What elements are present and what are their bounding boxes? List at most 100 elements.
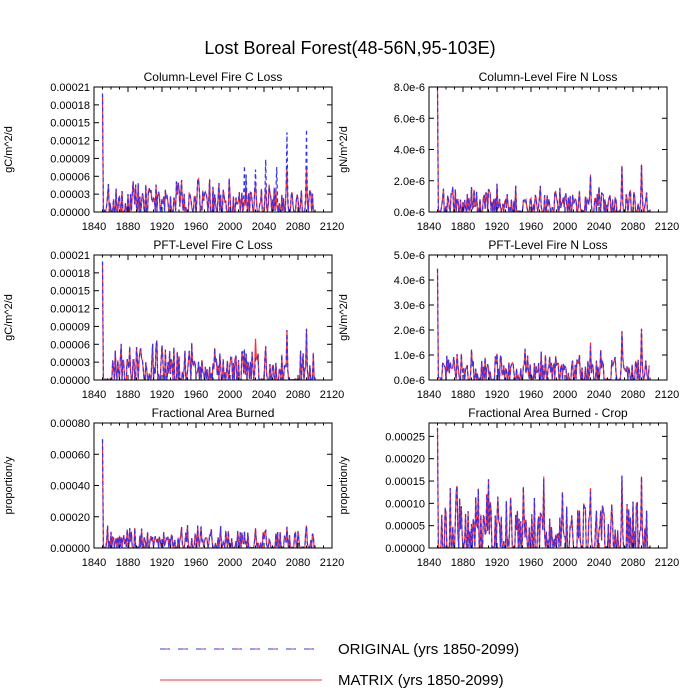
y-tick-label: 4.0e-6 [394, 275, 425, 287]
panel-title: Fractional Area Burned [152, 406, 275, 420]
chart-panel-2: 1840 1880 1920 1960 2000 2040 2080 2120 0.0e-6 2.… [338, 70, 679, 233]
y-tick-label: 0.00010 [385, 498, 425, 510]
legend-matrix-label: MATRIX (yrs 1850-2099) [338, 672, 504, 689]
series-matrix-line [436, 427, 650, 548]
x-tick-label: 1960 [519, 557, 543, 569]
x-tick-label: 1920 [485, 557, 509, 569]
legend-original-label: ORIGINAL (yrs 1850-2099) [338, 641, 519, 658]
x-tick-label: 1920 [150, 389, 174, 401]
x-tick-label: 1840 [82, 557, 106, 569]
panel-title: Column-Level Fire N Loss [479, 70, 618, 84]
y-tick-label: 0.00009 [50, 153, 90, 165]
x-tick-label: 1960 [519, 221, 543, 233]
x-tick-label: 2080 [286, 557, 310, 569]
x-tick-label: 2040 [587, 221, 611, 233]
y-tick-label: 5.0e-6 [394, 250, 425, 262]
x-tick-label: 2120 [655, 221, 679, 233]
x-tick-label: 2120 [655, 389, 679, 401]
x-tick-label: 1880 [451, 389, 475, 401]
y-tick-label: 0.0e-6 [394, 207, 425, 219]
chart-panel-4: 1840 1880 1920 1960 2000 2040 2080 2120 0.0e-6 1.… [338, 238, 679, 401]
y-tick-label: 8.0e-6 [394, 82, 425, 94]
y-tick-label: 0.00000 [385, 543, 425, 555]
series-original-line [101, 439, 315, 548]
y-tick-label: 1.0e-6 [394, 350, 425, 362]
x-tick-label: 2000 [553, 557, 577, 569]
x-tick-label: 2040 [252, 557, 276, 569]
panel-title: PFT-Level Fire C Loss [153, 238, 272, 252]
y-tick-label: 0.00018 [50, 268, 90, 280]
x-tick-label: 1960 [184, 557, 208, 569]
y-tick-label: 0.00009 [50, 321, 90, 333]
chart-panel-6: 1840 1880 1920 1960 2000 2040 2080 2120 0.00000 0… [338, 406, 679, 569]
x-tick-label: 1880 [451, 221, 475, 233]
x-tick-label: 2000 [218, 221, 242, 233]
y-tick-label: 0.00021 [50, 250, 90, 262]
x-tick-label: 2080 [621, 221, 645, 233]
x-tick-label: 2040 [252, 221, 276, 233]
x-tick-label: 2040 [587, 389, 611, 401]
x-tick-label: 1920 [485, 389, 509, 401]
x-tick-label: 1840 [82, 221, 106, 233]
y-tick-label: 0.00000 [50, 207, 90, 219]
x-tick-label: 2040 [252, 389, 276, 401]
series-original-line [101, 93, 315, 212]
x-tick-label: 2120 [655, 557, 679, 569]
x-tick-label: 2120 [320, 557, 344, 569]
y-tick-label: 6.0e-6 [394, 113, 425, 125]
y-tick-label: 0.00040 [50, 481, 90, 493]
x-tick-label: 2040 [587, 557, 611, 569]
x-tick-label: 1880 [116, 221, 140, 233]
panel-title: Fractional Area Burned - Crop [468, 406, 628, 420]
x-tick-label: 1960 [519, 389, 543, 401]
y-tick-label: 0.00012 [50, 136, 90, 148]
y-axis-label: gN/m^2/d [338, 126, 350, 173]
plot-frame [428, 86, 668, 213]
series-matrix-line [101, 93, 315, 212]
x-tick-label: 2080 [286, 221, 310, 233]
y-axis-label: proportion/y [3, 456, 15, 515]
x-tick-label: 1840 [417, 389, 441, 401]
x-tick-label: 2080 [621, 389, 645, 401]
y-tick-label: 0.00060 [50, 449, 90, 461]
chart-panel-5: 1840 1880 1920 1960 2000 2040 2080 2120 0.00000 0… [3, 406, 344, 569]
y-tick-label: 0.00020 [50, 512, 90, 524]
y-axis-label: gN/m^2/d [338, 294, 350, 341]
x-tick-label: 1840 [417, 221, 441, 233]
y-tick-label: 0.00006 [50, 171, 90, 183]
x-tick-label: 2120 [320, 221, 344, 233]
x-tick-label: 1920 [150, 221, 174, 233]
series-original-line [436, 268, 650, 380]
y-axis-label: gC/m^2/d [3, 294, 15, 341]
y-axis-label: gC/m^2/d [3, 126, 15, 173]
x-tick-label: 2000 [553, 389, 577, 401]
y-tick-label: 0.00012 [50, 304, 90, 316]
x-tick-label: 1960 [184, 389, 208, 401]
y-tick-label: 0.00015 [385, 476, 425, 488]
x-tick-label: 1920 [150, 557, 174, 569]
x-tick-label: 1880 [116, 557, 140, 569]
y-tick-label: 4.0e-6 [394, 145, 425, 157]
y-tick-label: 3.0e-6 [394, 300, 425, 312]
x-tick-label: 1840 [82, 389, 106, 401]
y-tick-label: 0.00025 [385, 431, 425, 443]
x-tick-label: 1840 [417, 557, 441, 569]
plot-frame [428, 254, 668, 381]
x-tick-label: 2000 [553, 221, 577, 233]
y-tick-label: 0.00000 [50, 543, 90, 555]
y-tick-label: 0.00018 [50, 100, 90, 112]
series-matrix-line [101, 261, 315, 380]
y-tick-label: 0.00015 [50, 118, 90, 130]
x-tick-label: 1920 [485, 221, 509, 233]
x-tick-label: 2080 [621, 557, 645, 569]
series-matrix-line [436, 86, 650, 212]
panel-title: Column-Level Fire C Loss [144, 70, 283, 84]
series-original-line [436, 427, 650, 548]
y-tick-label: 0.00000 [50, 375, 90, 387]
x-tick-label: 2000 [218, 557, 242, 569]
series-matrix-line [436, 268, 650, 380]
figure-title: Lost Boreal Forest(48-56N,95-103E) [204, 38, 495, 58]
x-tick-label: 2000 [218, 389, 242, 401]
y-tick-label: 2.0e-6 [394, 176, 425, 188]
